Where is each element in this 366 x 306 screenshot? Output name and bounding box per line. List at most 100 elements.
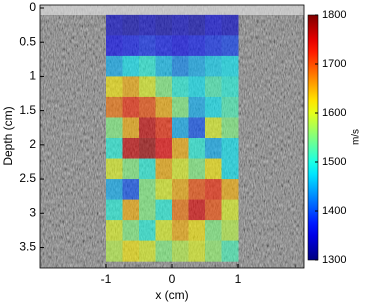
colorbar-tick-label: 1500 [322, 156, 346, 168]
heatmap-cell [221, 158, 239, 180]
heatmap-cell [172, 96, 189, 118]
heatmap-cell [122, 240, 140, 262]
heatmap-cell [122, 96, 140, 118]
heatmap-cell [122, 55, 140, 77]
heatmap-cell [106, 117, 123, 139]
heatmap-cell [139, 240, 156, 262]
heatmap-cell [172, 35, 189, 57]
y-tick-label: 0.5 [19, 34, 36, 48]
heatmap-cell [205, 96, 222, 118]
heatmap-cell [205, 35, 222, 57]
heatmap-cell [122, 220, 140, 242]
x-tick-label: 0 [169, 272, 176, 286]
heatmap-cell [172, 158, 189, 180]
heatmap-cell [221, 35, 239, 57]
colorbar-fill [307, 14, 319, 261]
heatmap-cell [155, 14, 173, 36]
heatmap-cell [188, 14, 206, 36]
heatmap-cell [106, 55, 123, 77]
y-tick-label: 2 [29, 137, 36, 151]
heatmap-cell [155, 76, 173, 98]
heatmap-cell [155, 158, 173, 180]
colorbar-tick-label: 1600 [322, 107, 346, 119]
heatmap [106, 14, 239, 262]
colorbar: 1300 1400 1500 1600 1700 1800 [307, 9, 346, 266]
heatmap-cell [106, 35, 123, 57]
heatmap-cell [205, 220, 222, 242]
heatmap-cell [106, 199, 123, 221]
heatmap-cell [155, 240, 173, 262]
heatmap-cell [122, 199, 140, 221]
heatmap-cell [221, 55, 239, 77]
heatmap-cell [188, 55, 206, 77]
heatmap-cell [106, 220, 123, 242]
heatmap-cell [172, 76, 189, 98]
heatmap-cell [106, 14, 123, 36]
x-tick-label: 1 [235, 272, 242, 286]
heatmap-cell [188, 199, 206, 221]
colorbar-tick-label: 1700 [322, 58, 346, 70]
heatmap-cell [205, 199, 222, 221]
y-tick-label: 2.5 [19, 171, 36, 185]
heatmap-cell [172, 14, 189, 36]
heatmap-cell [139, 179, 156, 201]
heatmap-cell [106, 138, 123, 160]
heatmap-cell [188, 76, 206, 98]
y-tick-label: 3.5 [19, 240, 36, 254]
heatmap-cell [188, 35, 206, 57]
heatmap-cell [221, 76, 239, 98]
heatmap-cell [139, 138, 156, 160]
heatmap-cell [188, 179, 206, 201]
heatmap-cell [106, 179, 123, 201]
heatmap-cell [205, 240, 222, 262]
heatmap-cell [205, 138, 222, 160]
heatmap-cell [205, 76, 222, 98]
heatmap-cell [172, 240, 189, 262]
heatmap-cell [221, 96, 239, 118]
heatmap-cell [139, 199, 156, 221]
heatmap-cell [221, 179, 239, 201]
y-tick-label: 1 [29, 69, 36, 83]
heatmap-cell [106, 240, 123, 262]
y-tick-label: 0 [29, 0, 36, 14]
heatmap-cell [188, 158, 206, 180]
heatmap-cell [221, 199, 239, 221]
heatmap-cell [221, 14, 239, 36]
heatmap-cell [139, 14, 156, 36]
heatmap-cell [122, 158, 140, 180]
heatmap-cell [172, 117, 189, 139]
heatmap-cell [139, 220, 156, 242]
heatmap-cell [205, 179, 222, 201]
colorbar-tick-label: 1300 [322, 254, 346, 266]
heatmap-cell [172, 55, 189, 77]
heatmap-cell [172, 179, 189, 201]
heatmap-cell [155, 179, 173, 201]
heatmap-cell [221, 220, 239, 242]
heatmap-cell [205, 158, 222, 180]
heatmap-cell [155, 96, 173, 118]
y-axis-label: Depth (cm) [1, 106, 15, 165]
heatmap-cell [106, 158, 123, 180]
heatmap-cell [155, 35, 173, 57]
heatmap-cell [122, 76, 140, 98]
heatmap-cell [155, 138, 173, 160]
heatmap-cell [155, 55, 173, 77]
heatmap-cell [139, 96, 156, 118]
heatmap-cell [188, 117, 206, 139]
heatmap-cell [106, 76, 123, 98]
colorbar-tick-label: 1400 [322, 205, 346, 217]
heatmap-cell [172, 138, 189, 160]
y-tick-label: 1.5 [19, 103, 36, 117]
heatmap-cell [139, 55, 156, 77]
heatmap-cell [139, 35, 156, 57]
heatmap-cell [139, 117, 156, 139]
y-tick-label: 3 [29, 205, 36, 219]
heatmap-cell [155, 117, 173, 139]
heatmap-cell [122, 117, 140, 139]
heatmap-cell [122, 14, 140, 36]
heatmap-cell [172, 220, 189, 242]
heatmap-cell [122, 179, 140, 201]
colorbar-tick-label: 1800 [322, 9, 346, 21]
